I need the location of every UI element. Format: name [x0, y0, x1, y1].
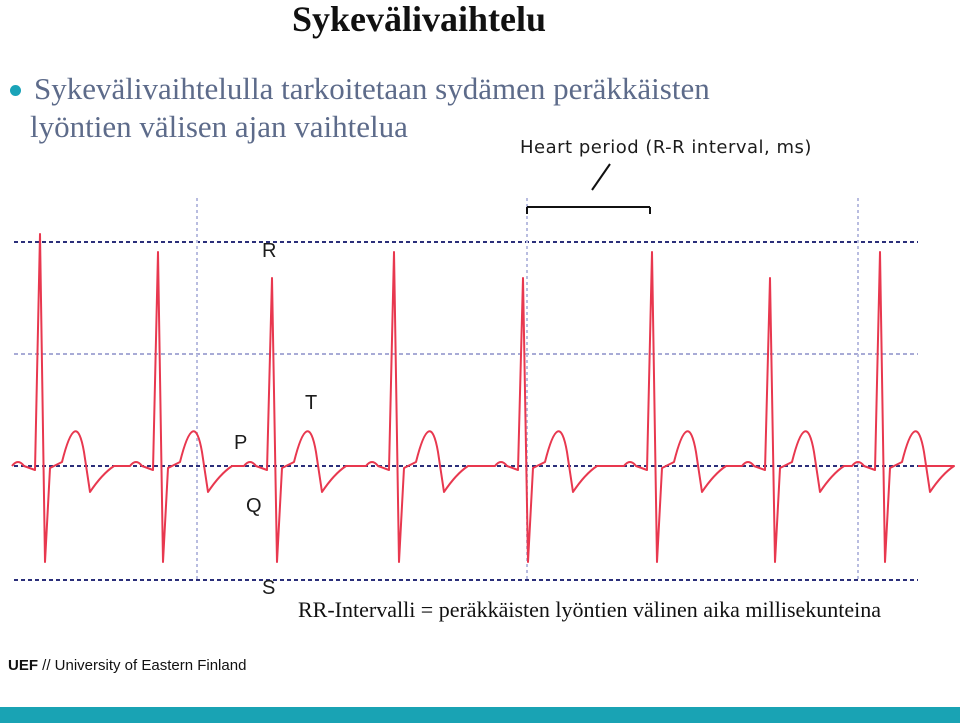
bullet-text-line1: Sykevälivaihtelulla tarkoitetaan sydämen…: [34, 71, 710, 106]
rr-pointer-line: [591, 163, 611, 191]
wave-label-s: S: [262, 577, 276, 599]
bullet-text-line2: lyöntien välisen ajan vaihtelua: [30, 109, 408, 144]
slide-title: Sykevälivaihtelu: [292, 0, 547, 39]
rr-caption: RR-Intervalli = peräkkäisten lyöntien vä…: [298, 597, 882, 622]
wave-label-q: Q: [246, 495, 262, 517]
wave-label-r: R: [262, 240, 277, 262]
bullet-dot-icon: [10, 85, 21, 96]
wave-label-p: P: [234, 432, 248, 454]
footer-accent-bar: [0, 707, 960, 723]
footer-text: // University of Eastern Finland: [38, 657, 247, 674]
ecg-grid: [14, 241, 918, 581]
ecg-trace: [11, 233, 955, 563]
footer-brand: UEF: [8, 657, 38, 674]
wave-label-t: T: [305, 392, 318, 414]
rr-bracket: [526, 163, 651, 214]
rr-interval-annotation: Heart period (R-R interval, ms): [520, 137, 812, 158]
footer-label: UEF // University of Eastern Finland: [8, 657, 246, 674]
